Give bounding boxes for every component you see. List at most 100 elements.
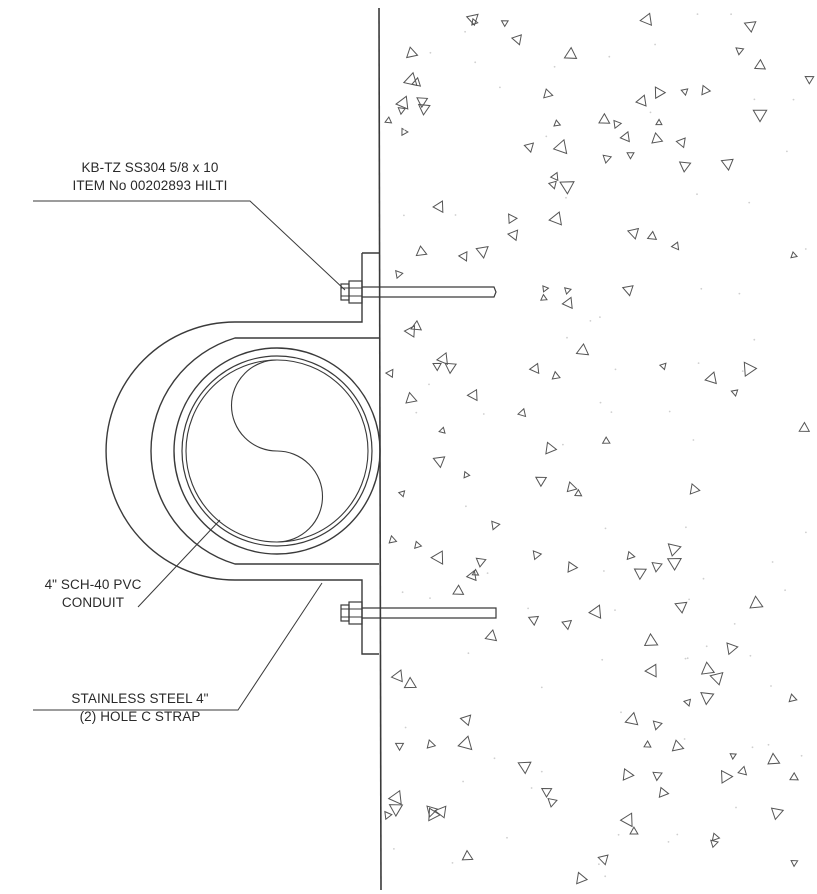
aggregate-mark [644,663,657,678]
aggregate-mark [491,520,501,531]
aggregate-mark [752,109,768,123]
aggregate-speck [604,875,607,878]
aggregate-speck [686,657,689,660]
aggregate-speck [738,292,741,295]
aggregate-mark [403,676,418,689]
aggregate-mark [547,180,557,190]
aggregate-speck [784,589,786,592]
aggregate-speck [603,570,605,572]
aggregate-mark [658,786,670,798]
aggregate-mark [658,362,667,371]
aggregate-speck [705,645,708,648]
aggregate-mark [416,97,429,109]
aggregate-mark [621,285,634,297]
aggregate-mark [548,211,563,226]
aggregate-speck [393,848,395,850]
aggregate-mark [743,361,758,378]
aggregate-speck [530,787,533,789]
aggregate-mark [652,720,663,731]
aggregate-mark [726,642,739,656]
aggregate-mark [508,213,519,225]
aggregate-speck [730,13,732,16]
aggregate-speck [415,411,418,414]
aggregate-mark [433,805,447,819]
strap-callout-line2: (2) HOLE C STRAP [80,709,201,724]
aggregate-mark [646,230,658,241]
aggregate-speck [599,316,601,318]
aggregate-mark [395,95,409,110]
aggregate-mark [749,595,764,609]
aggregate-speck [654,43,656,46]
aggregate-mark [639,12,653,26]
aggregate-mark [709,671,724,686]
aggregate-speck [565,196,567,199]
aggregate-mark [475,557,487,568]
conduit-callout-line1: 4" SCH-40 PVC [45,577,142,592]
aggregate-mark [471,568,480,576]
aggregate-speck [404,726,407,729]
aggregate-mark [626,152,635,160]
aggregate-speck [467,652,470,655]
aggregate-mark [528,362,540,375]
aggregate-mark [804,75,815,85]
anchor-callout-line2: ITEM No 00202893 HILTI [72,178,227,193]
aggregate-mark [667,543,682,557]
aggregate-mark [517,761,532,775]
aggregate-speck [506,836,508,839]
aggregate-mark [567,561,579,573]
aggregate-speck [667,841,670,843]
aggregate-mark [700,692,715,706]
aggregate-mark [500,20,510,28]
aggregate-mark [626,550,636,561]
aggregate-speck [474,61,477,64]
aggregate-speck [608,55,611,58]
aggregate-mark [388,534,398,544]
aggregate-speck [804,248,807,250]
aggregate-mark [553,119,562,127]
aggregate-mark [798,421,811,432]
aggregate-speck [767,743,770,746]
aggregate-mark [563,287,572,296]
aggregate-mark [540,787,553,798]
pvc-conduit [173,347,381,555]
aggregate-speck [676,833,679,836]
aggregate-speck [700,287,703,290]
aggregate-speck [540,686,543,689]
aggregate-mark [417,103,431,116]
aggregate-mark [523,142,535,154]
aggregate-speck [771,561,774,563]
aggregate-mark [545,441,558,455]
aggregate-mark [711,832,721,842]
aggregate-mark [457,735,473,751]
aggregate-mark [471,17,479,26]
aggregate-speck [696,13,699,16]
aggregate-mark [788,693,798,703]
aggregate-mark [532,550,543,561]
aggregate-mark [720,158,734,172]
aggregate-mark [588,604,602,620]
anchor-leader-line [33,200,346,291]
aggregate-mark [654,86,667,100]
aggregate-mark [678,161,692,173]
aggregate-speck [604,527,607,530]
aggregate-mark [459,714,472,727]
aggregate-mark [597,854,609,866]
aggregate-mark [428,807,442,822]
aggregate-mark [432,456,446,469]
aggregate-mark [670,241,680,251]
aggregate-mark [403,325,416,338]
aggregate-mark [559,181,575,195]
strap-callout: STAINLESS STEEL 4" (2) HOLE C STRAP [71,691,208,724]
aggregate-mark [547,797,558,808]
aggregate-mark [430,550,444,565]
aggregate-speck [617,833,620,836]
aggregate-mark [457,251,468,262]
upper-anchor-bolt [340,280,497,304]
aggregate-mark [543,88,554,99]
conduit-callout: 4" SCH-40 PVC CONDUIT [45,577,142,610]
aggregate-mark [390,669,403,683]
aggregate-mark [410,319,423,331]
aggregate-mark [465,13,479,27]
aggregate-mark [561,296,573,310]
aggregate-mark [689,482,701,495]
